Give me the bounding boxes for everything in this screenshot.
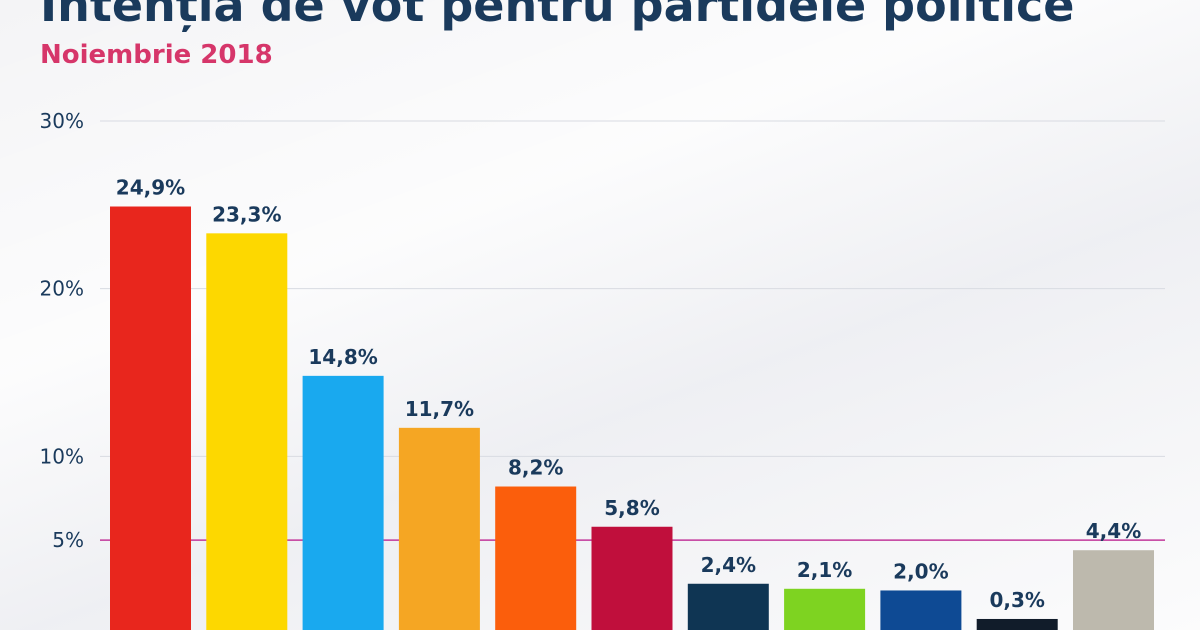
y-tick-label: 10% bbox=[40, 444, 84, 468]
bar-value-label: 24,9% bbox=[116, 176, 185, 200]
bar bbox=[495, 486, 577, 630]
bars bbox=[110, 206, 1154, 630]
bar bbox=[687, 583, 769, 630]
bar-value-label: 5,8% bbox=[604, 496, 659, 520]
bar-value-label: 23,3% bbox=[212, 202, 281, 226]
bar bbox=[976, 618, 1058, 630]
bar bbox=[302, 375, 384, 630]
bar-value-label: 11,7% bbox=[405, 397, 474, 421]
bar-value-label: 8,2% bbox=[508, 456, 563, 480]
value-labels: 24,9% 23,3% 14,8% 11,7% 8,2% 5,8% 2,4% 2,1% 2,0%… bbox=[116, 176, 1141, 612]
bar bbox=[784, 588, 866, 630]
bar-value-label: 14,8% bbox=[308, 345, 377, 369]
y-axis: 30% 20% 10% 5% bbox=[40, 109, 84, 552]
bar-value-label: 4,4% bbox=[1086, 519, 1141, 543]
chart-subtitle: Noiembrie 2018 bbox=[40, 40, 273, 70]
chart-title: Intenția de vot pentru partidele politic… bbox=[40, 0, 1075, 32]
bar bbox=[880, 590, 962, 630]
y-tick-label: 20% bbox=[40, 277, 84, 301]
y-tick-label: 5% bbox=[52, 528, 84, 552]
bar bbox=[206, 233, 288, 630]
bar bbox=[110, 206, 191, 630]
bar bbox=[1073, 550, 1154, 630]
y-tick-label: 30% bbox=[40, 109, 84, 133]
bar-value-label: 2,1% bbox=[797, 558, 852, 582]
bar bbox=[591, 526, 673, 630]
bar-value-label: 2,4% bbox=[701, 553, 756, 577]
bar bbox=[398, 427, 480, 630]
bar-value-label: 2,0% bbox=[893, 559, 948, 583]
bar-value-label: 0,3% bbox=[989, 588, 1044, 612]
